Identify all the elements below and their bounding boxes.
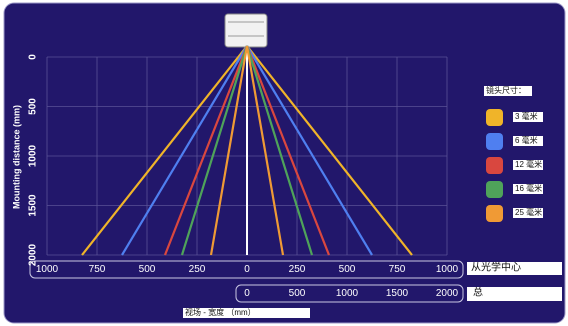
- x-tick-label: 1000: [436, 264, 459, 275]
- label-box: [467, 287, 562, 301]
- legend-label: 12 毫米: [515, 159, 542, 169]
- x-tick-label: 250: [189, 264, 206, 275]
- legend-swatch: [486, 157, 503, 174]
- label-box: [513, 160, 543, 170]
- x2-tick-label: 1500: [386, 288, 409, 299]
- x-tick-label: 0: [244, 264, 250, 275]
- fov-line: [246, 45, 413, 256]
- legend-title: 镜头尺寸：: [486, 85, 526, 95]
- fov-line: [245, 45, 331, 256]
- fov-line: [81, 45, 248, 256]
- y-tick-label: 500: [28, 98, 39, 115]
- legend-swatch: [486, 205, 503, 222]
- fov-line: [209, 45, 249, 256]
- x2-tick-label: 500: [289, 288, 306, 299]
- legend-swatch: [486, 109, 503, 126]
- label-box: [484, 86, 532, 96]
- y-tick-label: 1000: [28, 144, 39, 167]
- label-box: [467, 262, 562, 275]
- x2-tick-label: 1000: [336, 288, 359, 299]
- y-tick-label: 0: [28, 54, 39, 60]
- legend-label: 25 毫米: [515, 207, 542, 217]
- x-tick-label: 750: [89, 264, 106, 275]
- label-box: [513, 208, 543, 218]
- x2-tick-label: 2000: [436, 288, 459, 299]
- label-box: [513, 136, 543, 146]
- fov-line: [121, 45, 248, 256]
- legend-label: 3 毫米: [515, 111, 538, 121]
- camera: [224, 13, 268, 48]
- legend-label: 16 毫米: [515, 183, 542, 193]
- label-box: [513, 184, 543, 194]
- fov-line: [246, 45, 373, 256]
- fov-line: [180, 45, 249, 256]
- legend-swatch: [486, 181, 503, 198]
- scale-bar: [29, 260, 464, 279]
- legend-label: 6 毫米: [515, 135, 538, 145]
- x-tick-label: 250: [289, 264, 306, 275]
- label-box: [183, 308, 310, 318]
- fov-line: [245, 45, 314, 256]
- scale-label: 总: [473, 286, 483, 299]
- x-tick-label: 1000: [36, 264, 59, 275]
- y-tick-label: 1500: [28, 194, 39, 217]
- legend-swatch: [486, 133, 503, 150]
- fov-line: [245, 45, 285, 256]
- x-tick-label: 500: [339, 264, 356, 275]
- x-tick-label: 500: [139, 264, 156, 275]
- x2-tick-label: 0: [244, 288, 250, 299]
- scale-bar: [235, 284, 464, 303]
- scale-label: 从光学中心: [471, 261, 521, 274]
- x-axis-label: 视场 - 宽度 （mm）: [185, 307, 256, 317]
- y-axis-label: Mounting distance (mm): [11, 105, 21, 209]
- x-tick-label: 750: [389, 264, 406, 275]
- fov-line: [163, 45, 249, 256]
- label-box: [513, 112, 543, 122]
- y-tick-label: 2000: [28, 243, 39, 266]
